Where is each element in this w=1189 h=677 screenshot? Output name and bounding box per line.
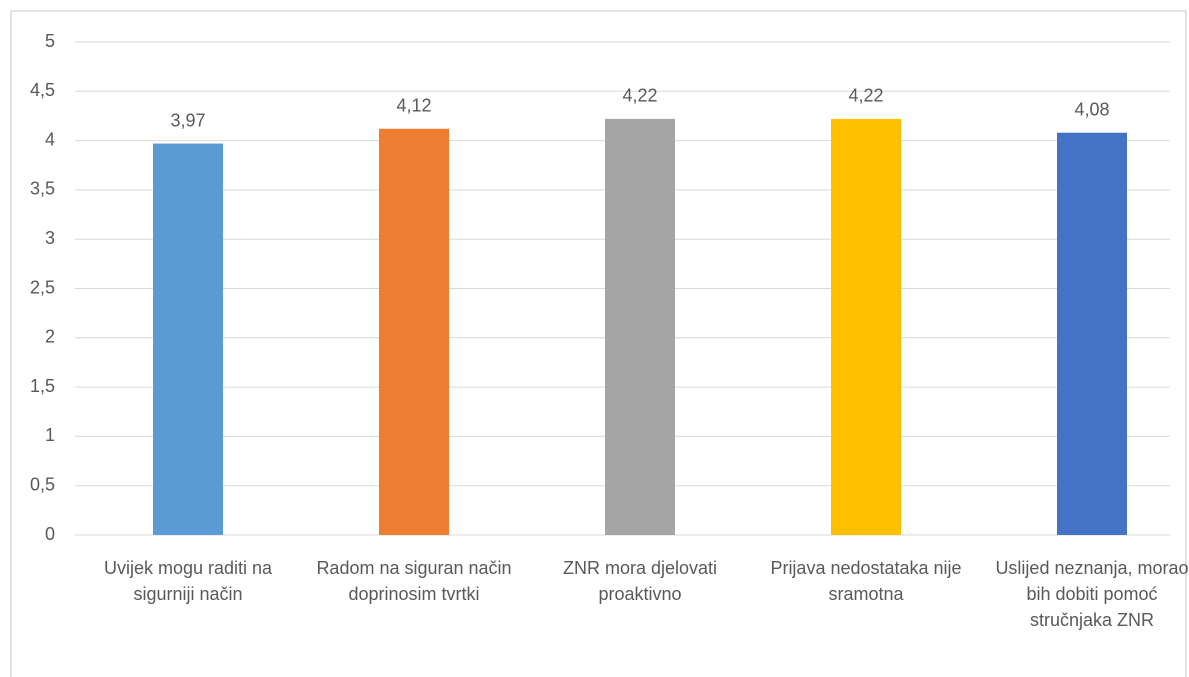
bar [831,118,901,536]
x-tick-label: ZNR mora djelovati proaktivno [562,558,718,604]
y-tick-label: 2,5 [30,277,55,297]
y-tick-label: 5 [45,31,55,51]
x-tick-label: Prijava nedostataka nije sramotna [770,558,962,604]
data-label: 4,12 [396,96,431,116]
bar [1057,132,1127,535]
y-tick-label: 3 [45,228,55,248]
chart-border [10,10,1187,677]
bar [379,128,449,535]
y-tick-label: 1,5 [30,376,55,396]
y-tick-label: 0,5 [30,474,55,494]
data-label: 4,22 [848,86,883,106]
bar [605,118,675,536]
x-tick-label: Uslijed neznanja, morao bih dobiti pomoć… [995,558,1189,630]
x-tick-label: Uvijek mogu raditi na sigurniji način [103,558,273,604]
y-tick-label: 1 [45,425,55,445]
y-tick-label: 2 [45,327,55,347]
y-tick-label: 3,5 [30,179,55,199]
bar [153,143,223,536]
data-label: 4,08 [1074,99,1109,119]
y-tick-label: 4 [45,129,55,149]
y-tick-label: 0 [45,524,55,544]
x-tick-label: Radom na siguran način doprinosim tvrtki [316,558,512,604]
data-label: 3,97 [170,110,205,130]
data-label: 4,22 [622,86,657,106]
y-tick-label: 4,5 [30,80,55,100]
